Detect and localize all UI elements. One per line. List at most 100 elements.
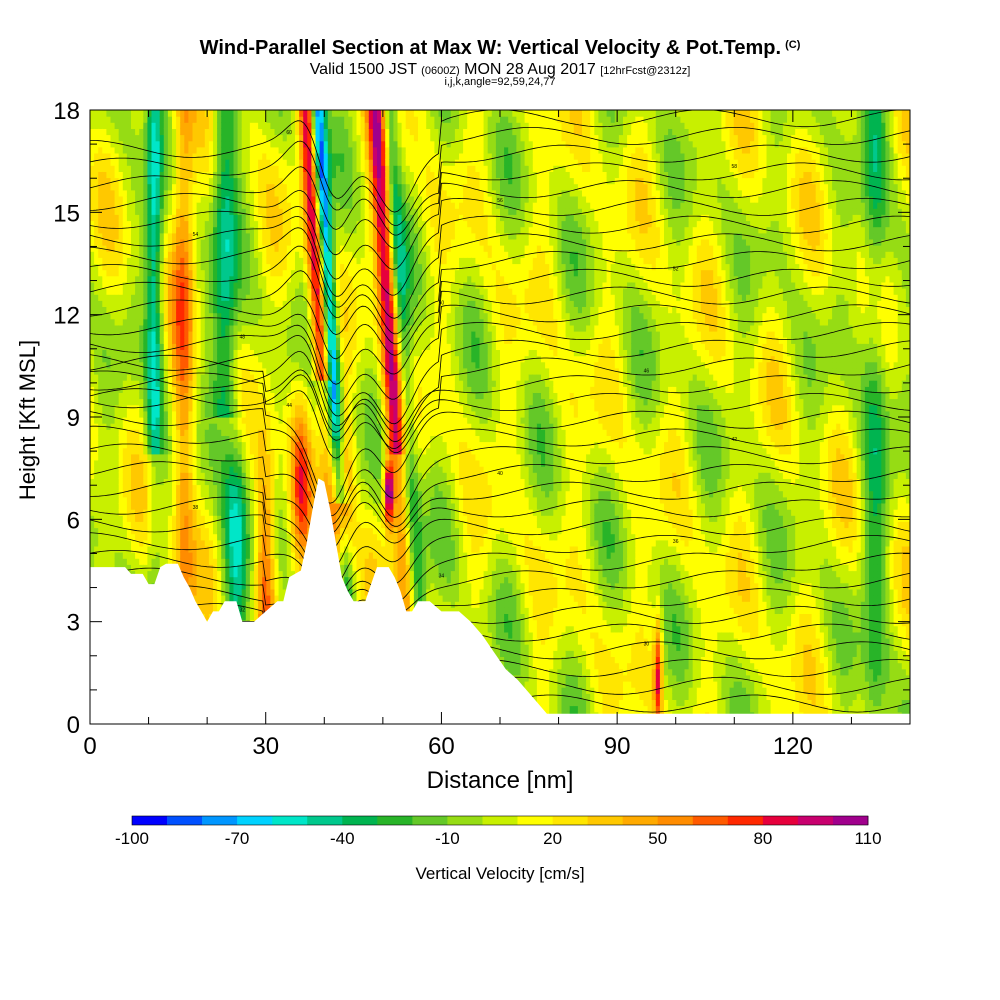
- velocity-cell: [258, 410, 263, 418]
- velocity-cell: [274, 478, 280, 486]
- velocity-cell: [208, 110, 214, 117]
- velocity-cell: [155, 533, 161, 541]
- velocity-cell: [155, 146, 161, 154]
- velocity-cell: [180, 140, 185, 148]
- velocity-cell: [184, 398, 189, 406]
- velocity-cell: [200, 238, 206, 246]
- velocity-cell: [126, 214, 132, 222]
- velocity-cell: [282, 238, 288, 246]
- velocity-cell: [135, 343, 140, 350]
- velocity-cell: [245, 349, 251, 357]
- velocity-cell: [282, 466, 288, 473]
- velocity-cell: [217, 496, 222, 504]
- velocity-cell: [172, 441, 177, 449]
- velocity-cell: [278, 374, 284, 381]
- velocity-cell: [163, 496, 169, 504]
- velocity-cell: [90, 153, 95, 160]
- velocity-cell: [184, 380, 189, 387]
- velocity-cell: [229, 177, 235, 185]
- velocity-cell: [167, 189, 173, 197]
- velocity-cell: [254, 570, 259, 578]
- velocity-cell: [213, 472, 218, 479]
- velocity-cell: [233, 435, 239, 443]
- velocity-cell: [225, 472, 230, 479]
- velocity-cell: [274, 386, 280, 393]
- velocity-cell: [184, 576, 189, 584]
- velocity-cell: [208, 490, 214, 498]
- velocity-cell: [159, 153, 165, 160]
- velocity-cell: [213, 367, 218, 375]
- velocity-cell: [204, 490, 210, 498]
- velocity-cell: [163, 214, 169, 222]
- velocity-cell: [266, 140, 271, 148]
- velocity-cell: [155, 220, 161, 228]
- velocity-cell: [98, 417, 103, 424]
- velocity-cell: [274, 196, 280, 203]
- velocity-cell: [266, 484, 271, 492]
- velocity-cell: [278, 441, 284, 449]
- velocity-cell: [262, 245, 267, 252]
- velocity-cell: [241, 331, 247, 338]
- velocity-cell: [221, 515, 226, 522]
- velocity-cell: [147, 429, 153, 436]
- velocity-cell: [254, 220, 259, 228]
- velocity-cell: [184, 435, 189, 443]
- velocity-cell: [192, 447, 198, 455]
- velocity-cell: [139, 552, 144, 559]
- velocity-cell: [229, 515, 235, 522]
- velocity-cell: [151, 423, 157, 430]
- velocity-cell: [131, 318, 136, 326]
- velocity-cell: [262, 220, 267, 228]
- velocity-cell: [286, 441, 292, 449]
- velocity-cell: [151, 509, 157, 516]
- velocity-cell: [131, 570, 136, 578]
- velocity-cell: [270, 545, 276, 553]
- velocity-cell: [114, 165, 120, 172]
- velocity-cell: [114, 189, 120, 197]
- velocity-cell: [90, 441, 95, 449]
- velocity-cell: [139, 386, 144, 393]
- velocity-cell: [274, 251, 280, 258]
- velocity-cell: [143, 435, 148, 443]
- velocity-cell: [229, 496, 235, 504]
- velocity-cell: [274, 423, 280, 430]
- velocity-cell: [282, 281, 288, 289]
- velocity-cell: [106, 171, 112, 179]
- velocity-cell: [278, 214, 284, 222]
- velocity-cell: [241, 503, 247, 510]
- velocity-cell: [98, 177, 103, 185]
- velocity-cell: [262, 275, 267, 283]
- velocity-cell: [237, 447, 243, 455]
- velocity-cell: [278, 576, 284, 584]
- velocity-cell: [241, 202, 247, 209]
- velocity-cell: [245, 208, 251, 215]
- velocity-cell: [110, 324, 116, 332]
- chart-title: Wind-Parallel Section at Max W: Vertical…: [0, 37, 1000, 60]
- velocity-cell: [200, 576, 206, 584]
- velocity-cell: [196, 539, 202, 547]
- velocity-cell: [172, 232, 177, 240]
- velocity-cell: [225, 552, 230, 559]
- velocity-cell: [192, 576, 198, 584]
- velocity-cell: [135, 288, 140, 295]
- velocity-cell: [167, 122, 173, 129]
- velocity-cell: [229, 564, 235, 572]
- velocity-cell: [229, 165, 235, 172]
- velocity-cell: [172, 361, 177, 369]
- velocity-cell: [159, 558, 165, 565]
- velocity-cell: [94, 349, 99, 357]
- velocity-cell: [155, 423, 161, 430]
- velocity-cell: [200, 312, 206, 320]
- velocity-cell: [213, 570, 218, 578]
- velocity-cell: [278, 208, 284, 215]
- velocity-cell: [204, 404, 210, 412]
- velocity-cell: [159, 232, 165, 240]
- velocity-cell: [155, 171, 161, 179]
- velocity-cell: [237, 552, 243, 559]
- velocity-cell: [147, 116, 153, 123]
- velocity-cell: [94, 196, 99, 203]
- velocity-cell: [151, 183, 157, 191]
- velocity-cell: [122, 116, 128, 123]
- velocity-cell: [147, 134, 153, 142]
- velocity-cell: [122, 386, 128, 393]
